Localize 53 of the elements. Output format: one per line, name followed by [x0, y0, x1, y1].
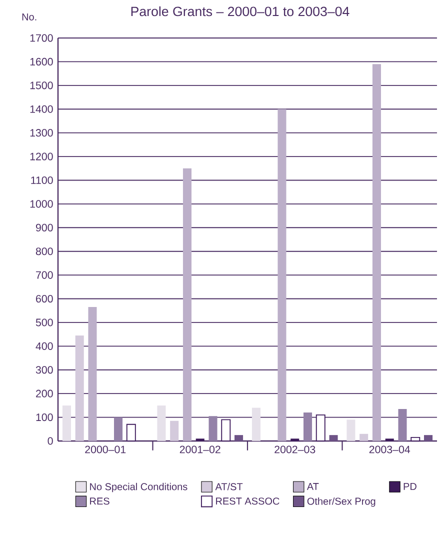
x-tick-label: 2003–04 [369, 446, 410, 454]
y-axis-title: No. [22, 13, 36, 20]
bar [208, 416, 218, 441]
bar [329, 435, 338, 441]
y-tick-label: 1700 [30, 34, 53, 42]
chart-title: Parole Grants – 2000–01 to 2003–04 [131, 6, 350, 16]
y-tick-label: 200 [36, 390, 53, 398]
legend-label: Other/Sex Prog [307, 497, 376, 507]
y-tick-label: 600 [36, 294, 53, 303]
y-tick-label: 1000 [30, 200, 53, 208]
bar [346, 420, 356, 441]
legend-label: RES [90, 498, 110, 505]
bar [75, 336, 84, 441]
legend-label: AT [306, 483, 319, 490]
bar [372, 64, 381, 441]
x-tick-label: 2000–01 [85, 446, 126, 454]
bar [170, 420, 179, 441]
bar [221, 419, 231, 442]
bar [410, 436, 420, 442]
bar [157, 405, 166, 441]
y-tick-label: 700 [36, 271, 53, 279]
y-tick-label: 300 [36, 366, 53, 374]
y-tick-label: 900 [36, 224, 53, 232]
y-tick-label: 1300 [30, 129, 53, 137]
y-tick-label: 400 [36, 342, 53, 350]
x-tick-label: 2001–02 [180, 446, 220, 454]
bar [88, 307, 97, 441]
x-tick-label: 2002–03 [274, 446, 316, 454]
bar [114, 417, 123, 441]
y-tick-label: 1600 [30, 58, 53, 66]
y-tick-label: 500 [36, 318, 53, 326]
legend-label: PD [404, 483, 416, 490]
legend-label: AT/ST [215, 482, 243, 490]
bar [424, 435, 433, 441]
bar [278, 109, 286, 441]
bar [360, 434, 368, 441]
bar [252, 408, 260, 441]
y-tick-label: 1100 [31, 176, 53, 184]
legend-label: No Special Conditions [90, 482, 188, 492]
y-tick-label: 0 [48, 437, 53, 445]
bar [62, 405, 71, 441]
y-tick-label: 100 [36, 414, 53, 422]
y-tick-label: 1500 [30, 82, 53, 90]
bar [316, 414, 326, 442]
bar [398, 408, 407, 441]
y-tick-label: 800 [36, 248, 53, 256]
bar [303, 412, 312, 441]
bar [126, 424, 136, 442]
y-tick-label: 1200 [30, 152, 53, 160]
legend-label: REST ASSOC [216, 498, 280, 505]
y-tick-label: 1400 [30, 105, 53, 113]
bar [234, 435, 244, 441]
bar [182, 168, 192, 441]
